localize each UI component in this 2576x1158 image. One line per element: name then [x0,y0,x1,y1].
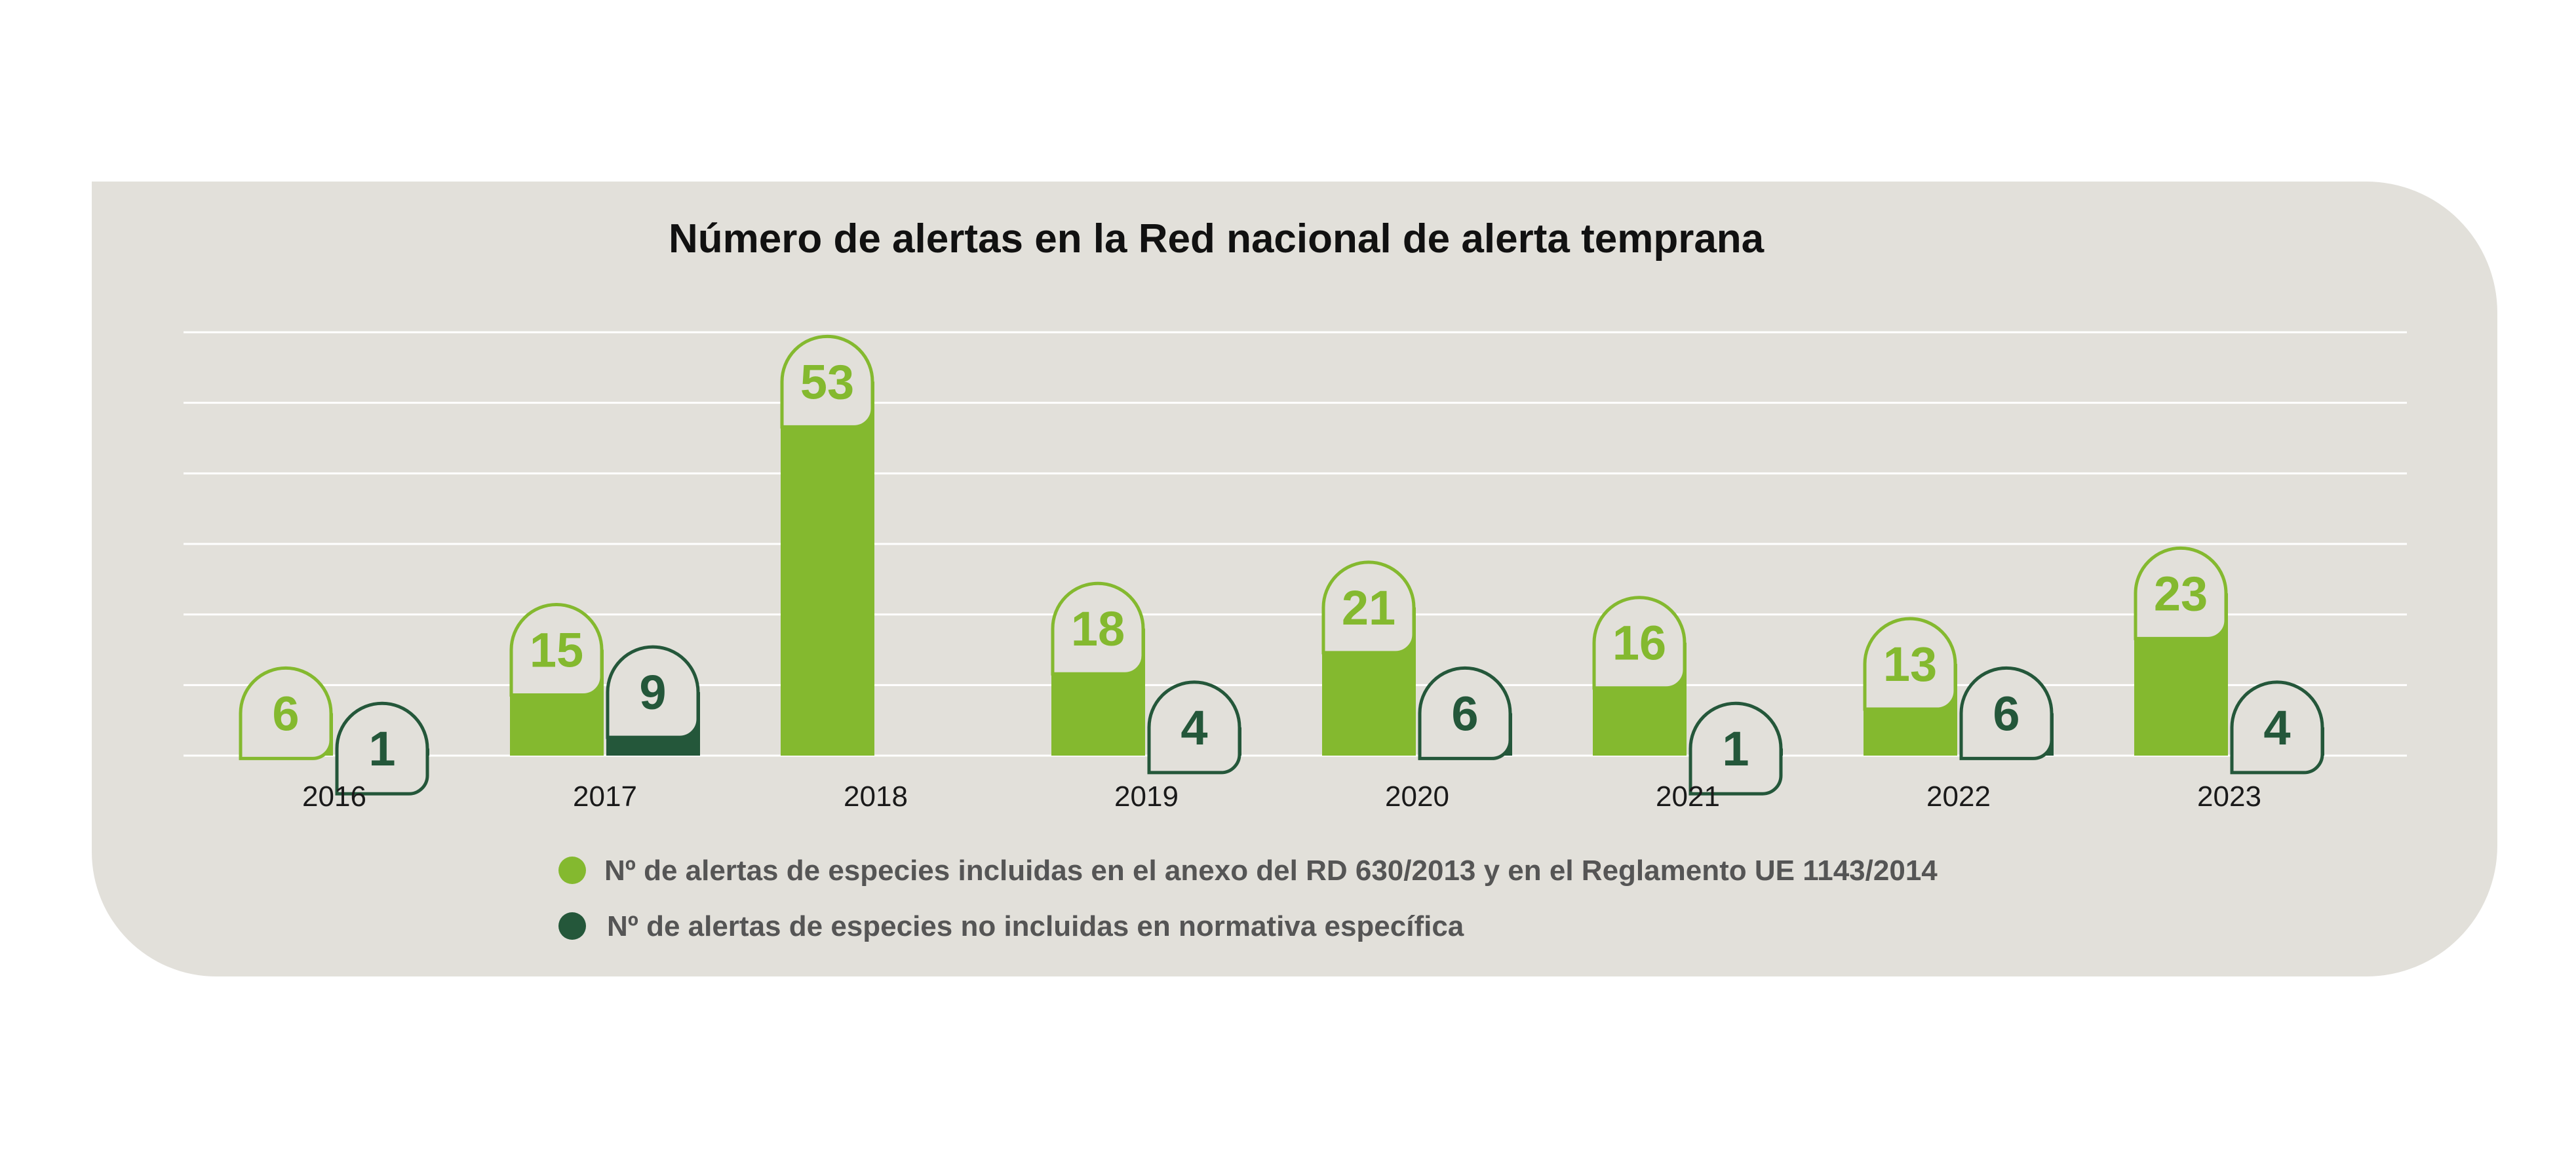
value-bubble [2134,546,2228,640]
x-tick-label: 2017 [573,781,637,813]
legend-label-green: Nº de alertas de especies incluidas en e… [604,855,1938,887]
value-bubble [1863,617,1957,711]
value-label: 6 [1451,686,1478,741]
value-bubble [1418,666,1512,760]
value-label: 15 [530,623,583,678]
value-bubble [239,666,333,760]
bar-series-green [781,381,874,756]
value-label: 1 [1722,722,1749,776]
x-tick-label: 2016 [302,781,366,813]
legend-label-dark: Nº de alertas de especies no incluidas e… [607,910,1464,942]
value-label: 53 [800,355,854,409]
legend-marker-green [558,857,586,884]
value-label: 23 [2154,566,2208,621]
x-tick-label: 2018 [844,781,908,813]
x-tick-label: 2021 [1656,781,1720,813]
value-label: 6 [272,686,299,741]
value-label: 9 [639,665,666,720]
chart-title: Número de alertas en la Red nacional de … [669,216,1765,261]
value-label: 16 [1612,616,1666,670]
value-bubble [2230,680,2324,775]
legend: Nº de alertas de especies incluidas en e… [558,855,1938,942]
chart-panel [92,182,2497,976]
value-bubble [1592,596,1687,690]
value-bubble [780,334,874,429]
x-axis-ticks: 2016 2017 2018 2019 2020 2021 2022 2023 [302,781,2261,813]
value-label: 4 [2263,701,2290,755]
value-labels: 6 1 15 9 53 18 4 21 6 16 1 13 6 23 4 [239,334,2324,796]
value-label: 18 [1071,602,1125,656]
value-label: 13 [1883,637,1937,691]
value-label: 6 [1993,686,2020,741]
value-bubble [606,645,700,739]
x-tick-label: 2019 [1114,781,1179,813]
x-tick-label: 2023 [2197,781,2261,813]
value-label: 1 [368,722,395,776]
value-bubble [1688,701,1783,796]
value-bubble [1051,581,1145,676]
value-bubble [1959,666,2054,760]
value-bubble [509,603,604,697]
value-bubble [1147,680,1241,775]
value-label: 21 [1342,581,1395,635]
value-label: 4 [1181,701,1207,755]
x-tick-label: 2020 [1385,781,1449,813]
value-bubble [1321,560,1416,655]
value-bubble [335,701,429,796]
x-tick-label: 2022 [1926,781,1991,813]
legend-marker-dark [558,912,586,940]
